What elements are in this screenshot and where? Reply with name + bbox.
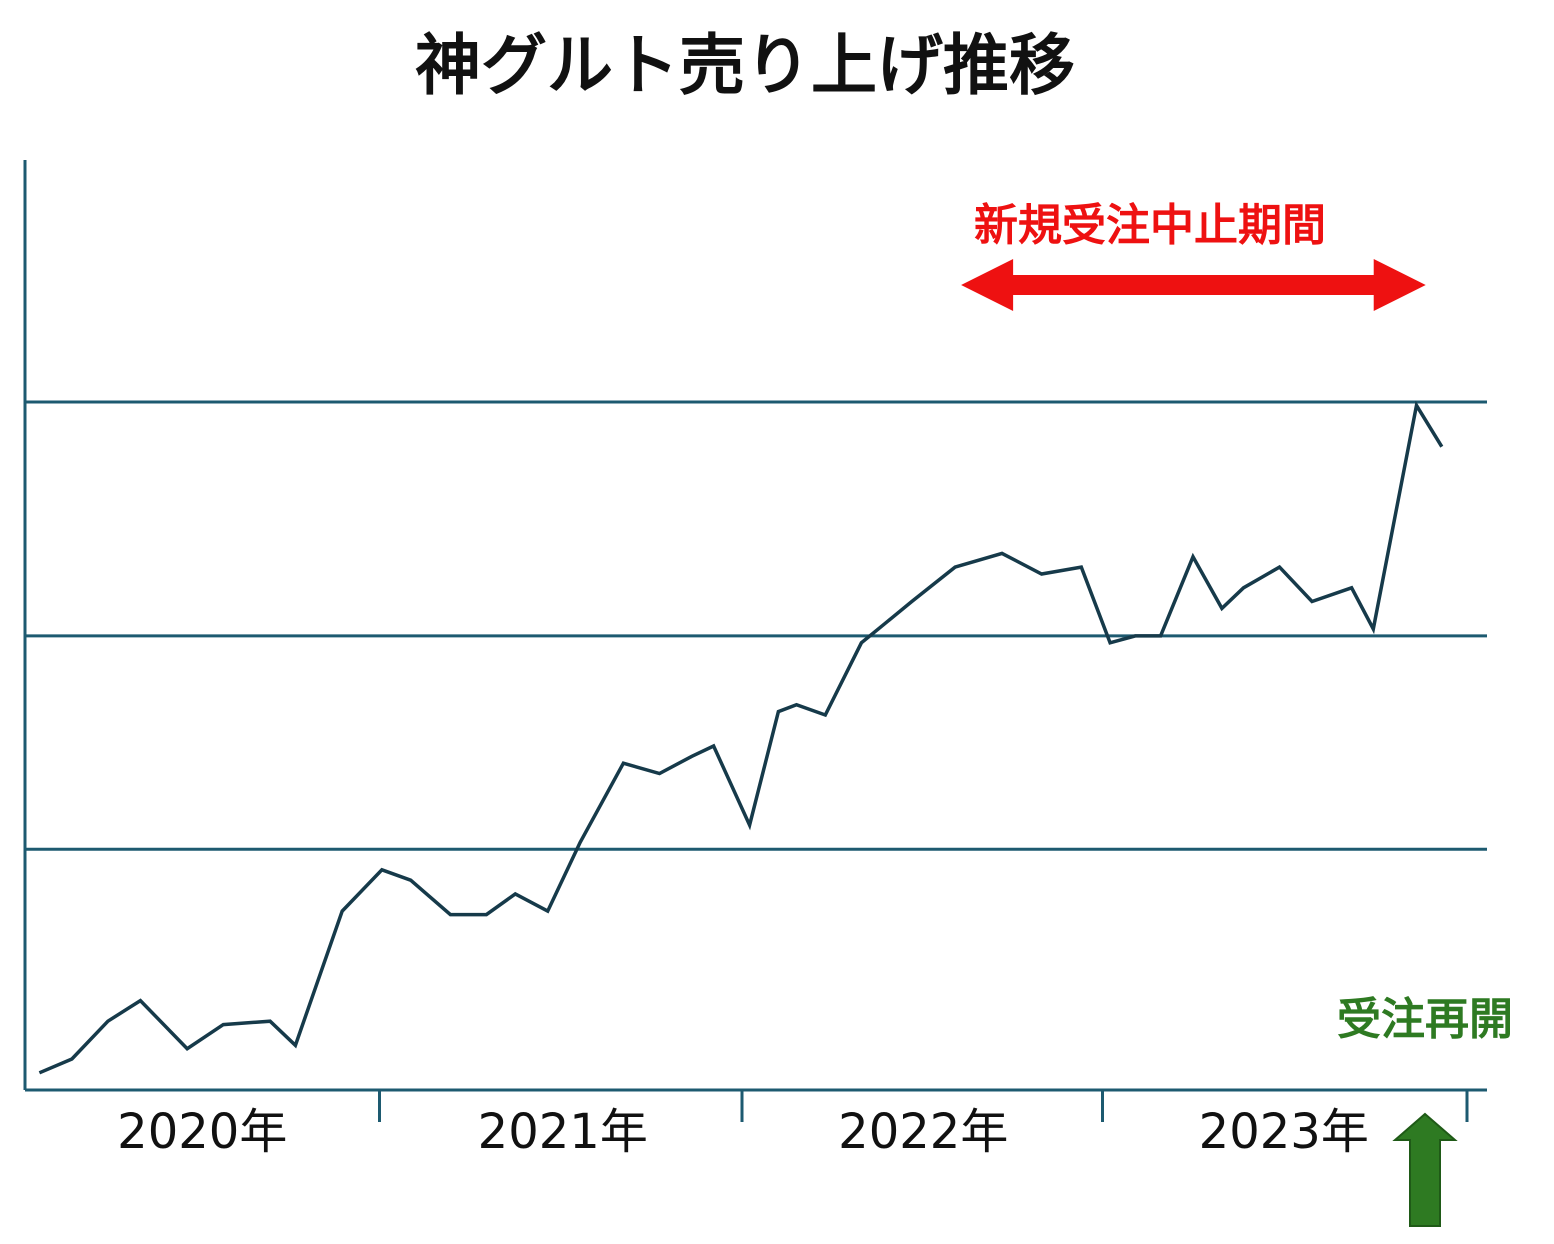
- series-line-0: [38, 400, 1444, 1075]
- halt-period-label: 新規受注中止期間: [974, 200, 1326, 251]
- halt-period-arrow: [961, 259, 1426, 311]
- chart-title: 神グルト売り上げ推移: [415, 27, 1075, 104]
- x-tick-label-1: 2021年: [478, 1104, 648, 1160]
- halt-double-arrow: [961, 259, 1426, 311]
- x-ticks: [378, 1090, 1469, 1122]
- x-tick-labels: 2020年 2021年 2022年 2023年: [117, 1104, 1369, 1160]
- x-tick-label-3: 2023年: [1199, 1104, 1369, 1160]
- resume-arrow: [1392, 1112, 1458, 1227]
- x-tick-label-2: 2022年: [838, 1104, 1008, 1160]
- series-line: [38, 400, 1444, 1075]
- resume-label: 受注再開: [1337, 994, 1513, 1045]
- gridlines: [25, 400, 1487, 851]
- axes: [23, 160, 1487, 1092]
- resume-up-arrow: [1392, 1112, 1458, 1227]
- x-tick-label-0: 2020年: [117, 1104, 287, 1160]
